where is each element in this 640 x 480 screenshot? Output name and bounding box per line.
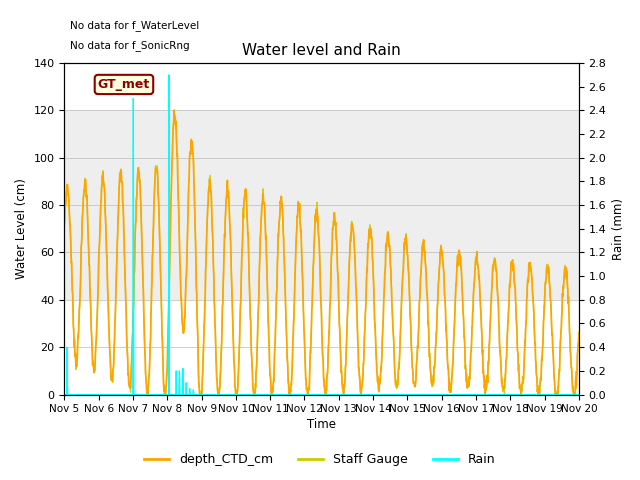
Title: Water level and Rain: Water level and Rain (243, 43, 401, 58)
Legend: depth_CTD_cm, Staff Gauge, Rain: depth_CTD_cm, Staff Gauge, Rain (140, 448, 500, 471)
X-axis label: Time: Time (307, 419, 336, 432)
Y-axis label: Rain (mm): Rain (mm) (612, 198, 625, 260)
Y-axis label: Water Level (cm): Water Level (cm) (15, 179, 28, 279)
Text: GT_met: GT_met (98, 78, 150, 91)
Bar (65, 110, 579, 300)
Text: No data for f_SonicRng: No data for f_SonicRng (70, 40, 189, 51)
Text: No data for f_WaterLevel: No data for f_WaterLevel (70, 20, 199, 31)
